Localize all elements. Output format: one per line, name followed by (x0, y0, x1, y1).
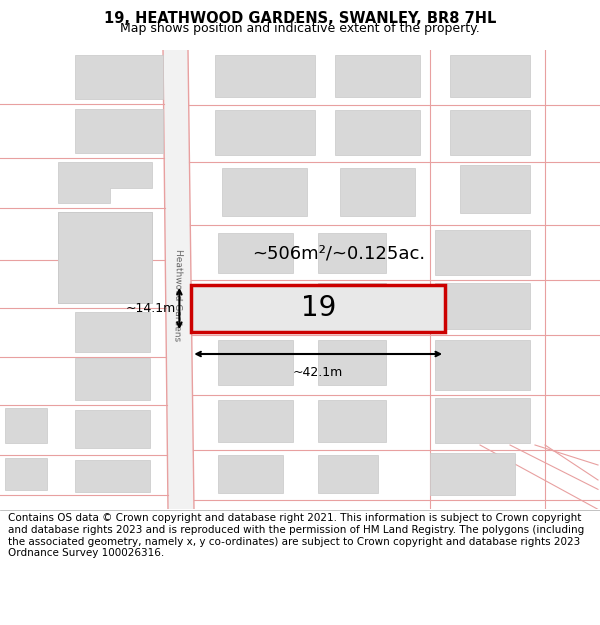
Bar (218, 455, 283, 493)
Bar (222, 168, 307, 216)
Bar (75, 460, 150, 492)
Bar (215, 110, 315, 155)
Bar (335, 55, 420, 97)
Bar (435, 398, 530, 443)
Bar (75, 410, 150, 448)
Text: 19: 19 (301, 294, 336, 322)
Text: Heathwood Gardens: Heathwood Gardens (173, 249, 184, 341)
Bar (318, 233, 386, 273)
Bar (218, 400, 293, 442)
Bar (318, 340, 386, 385)
Bar (5, 458, 47, 490)
Bar (75, 312, 150, 352)
Bar (218, 340, 293, 385)
Polygon shape (58, 162, 152, 203)
Bar (340, 168, 415, 216)
Bar (335, 110, 420, 155)
Bar (450, 110, 530, 155)
Bar (75, 55, 163, 99)
Text: ~506m²/~0.125ac.: ~506m²/~0.125ac. (251, 245, 425, 263)
Bar (75, 358, 150, 400)
Bar (460, 165, 530, 213)
Text: 19, HEATHWOOD GARDENS, SWANLEY, BR8 7HL: 19, HEATHWOOD GARDENS, SWANLEY, BR8 7HL (104, 11, 496, 26)
Bar (435, 283, 530, 329)
Bar (191, 285, 445, 332)
Bar (75, 109, 163, 153)
Text: ~14.1m: ~14.1m (125, 302, 175, 315)
Polygon shape (58, 212, 152, 303)
Bar (435, 340, 530, 390)
Bar (318, 400, 386, 442)
Bar (430, 453, 515, 495)
Text: Contains OS data © Crown copyright and database right 2021. This information is : Contains OS data © Crown copyright and d… (8, 513, 584, 558)
Bar (215, 55, 315, 97)
Polygon shape (163, 50, 194, 509)
Text: ~42.1m: ~42.1m (293, 366, 343, 379)
Bar (435, 230, 530, 275)
Text: Map shows position and indicative extent of the property.: Map shows position and indicative extent… (120, 22, 480, 35)
Bar (450, 55, 530, 97)
Bar (5, 408, 47, 443)
Bar (218, 233, 293, 273)
Bar (318, 455, 378, 493)
Bar (58, 212, 152, 303)
Bar (318, 283, 386, 329)
